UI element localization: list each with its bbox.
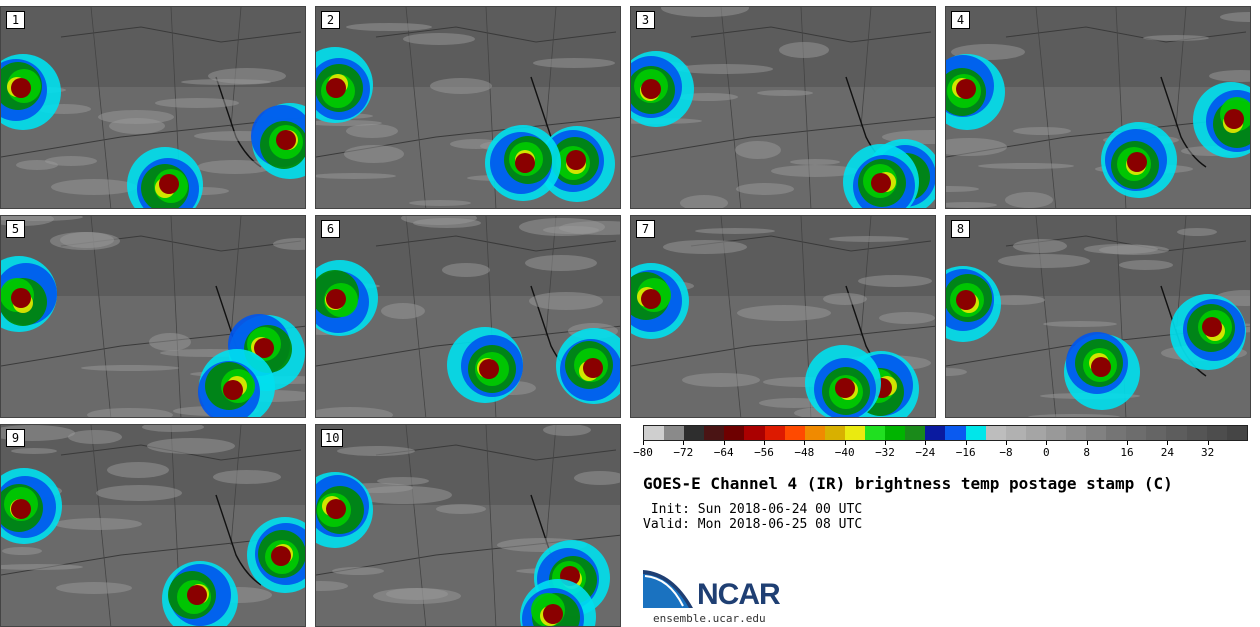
colorbar-tick-label: 8 [1083, 446, 1090, 459]
valid-time: Valid: Mon 2018-06-25 08 UTC [643, 517, 863, 532]
panel-number-label: 7 [636, 220, 655, 238]
colorbar-segment [704, 426, 725, 440]
colorbar-segment [985, 426, 1006, 440]
colorbar-tick [1167, 441, 1169, 445]
colorbar-tick-label: −56 [754, 446, 774, 459]
colorbar-tick [643, 441, 644, 445]
ncar-logo-text: NCAR [697, 578, 781, 611]
colorbar-segment [1045, 426, 1066, 440]
init-time: Init: Sun 2018-06-24 00 UTC [643, 502, 863, 517]
colorbar-segment [1186, 426, 1207, 440]
colorbar-segment [1106, 426, 1127, 440]
colorbar-segment [925, 426, 946, 440]
panel-number-label: 9 [6, 429, 25, 447]
colorbar-tick-label: −80 [633, 446, 653, 459]
colorbar-segment [1206, 426, 1227, 440]
postage-stamp-panel: 3 [630, 6, 936, 209]
panel-number-label: 3 [636, 11, 655, 29]
postage-stamp-panel: 5 [0, 215, 306, 418]
colorbar-tick [1086, 441, 1088, 445]
colorbar-segment [844, 426, 866, 440]
colorbar-tick-label: −72 [673, 446, 694, 459]
colorbar-segment [824, 426, 845, 440]
colorbar-tick [885, 441, 886, 445]
colorbar-segment [945, 426, 966, 440]
colorbar-segment [905, 426, 926, 440]
panel-number-label: 4 [951, 11, 970, 29]
colorbar-tick [1127, 441, 1128, 445]
panel-number-label: 1 [6, 11, 25, 29]
colorbar-tick [1006, 441, 1007, 445]
colorbar-tick-label: −24 [915, 446, 936, 459]
colorbar-tick-label: 16 [1120, 446, 1134, 459]
panel-number-label: 5 [6, 220, 25, 238]
chart-title: GOES-E Channel 4 (IR) brightness temp po… [643, 474, 1173, 493]
colorbar-segment [1025, 426, 1046, 440]
colorbar-segment [965, 426, 986, 440]
colorbar-segment [804, 426, 825, 440]
colorbar-segment [1166, 426, 1187, 440]
colorbar-tick-label: −64 [713, 446, 734, 459]
colorbar-segment [644, 426, 665, 440]
colorbar-tick [1046, 441, 1048, 445]
panel-number-label: 10 [321, 429, 344, 447]
colorbar-tick [723, 441, 725, 445]
colorbar-tick-label: −16 [955, 446, 976, 459]
site-url: ensemble.ucar.edu [653, 612, 766, 625]
postage-stamp-panel: 10 [315, 424, 621, 627]
colorbar-segment [744, 426, 765, 440]
colorbar-segment [684, 426, 705, 440]
colorbar-segment [1226, 426, 1247, 440]
colorbar-segment [885, 426, 906, 440]
colorbar-segment [784, 426, 805, 440]
postage-stamp-panel: 1 [0, 6, 306, 209]
colorbar-segment [1065, 426, 1087, 440]
postage-stamp-panel: 9 [0, 424, 306, 627]
colorbar-tick [683, 441, 685, 445]
colorbar-tick [965, 441, 967, 445]
colorbar-segment [1005, 426, 1026, 440]
colorbar-tick [925, 441, 927, 445]
colorbar-tick-label: −40 [834, 446, 855, 459]
colorbar-tick-label: −8 [999, 446, 1013, 459]
colorbar-tick-label: 32 [1201, 446, 1215, 459]
postage-stamp-panel: 7 [630, 215, 936, 418]
colorbar-segment [724, 426, 745, 440]
colorbar-segment [1146, 426, 1167, 440]
colorbar-tick-label: −32 [875, 446, 895, 459]
postage-stamp-panel: 6 [315, 215, 621, 418]
panel-number-label: 6 [321, 220, 340, 238]
postage-stamp-panel: 8 [945, 215, 1251, 418]
colorbar-tick-label: 0 [1043, 446, 1050, 459]
colorbar-segment [865, 426, 886, 440]
colorbar-tick-row: −80 −72 −64 −56 −48 −40 −32 −24 −16 −8 0 8 16 24 32 [633, 441, 1248, 461]
colorbar-tick [804, 441, 806, 445]
panel-number-label: 8 [951, 220, 970, 238]
colorbar-segment [764, 426, 785, 440]
colorbar-segment [664, 426, 685, 440]
postage-stamp-panel: 4 [945, 6, 1251, 209]
colorbar-tick [764, 441, 765, 445]
colorbar-tick [844, 441, 846, 445]
ncar-logo-icon [643, 570, 693, 608]
postage-stamp-panel: 2 [315, 6, 621, 209]
colorbar-tick [1207, 441, 1209, 445]
colorbar-segment [1086, 426, 1107, 440]
colorbar-tick-label: 24 [1160, 446, 1174, 459]
panel-number-label: 2 [321, 11, 340, 29]
temperature-colorbar [643, 425, 1248, 441]
colorbar-tick-label: −48 [794, 446, 815, 459]
colorbar-segment [1126, 426, 1147, 440]
